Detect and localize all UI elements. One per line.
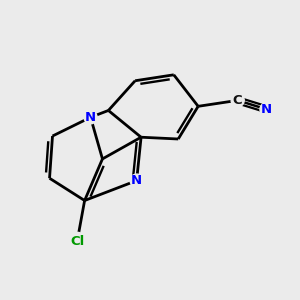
Text: N: N	[261, 103, 272, 116]
Text: Cl: Cl	[70, 235, 84, 248]
Circle shape	[68, 232, 86, 250]
Text: C: C	[233, 94, 242, 107]
Circle shape	[130, 174, 143, 187]
Text: N: N	[85, 111, 96, 124]
Circle shape	[260, 103, 273, 116]
Text: N: N	[131, 174, 142, 187]
Circle shape	[84, 111, 97, 124]
Circle shape	[231, 94, 244, 107]
